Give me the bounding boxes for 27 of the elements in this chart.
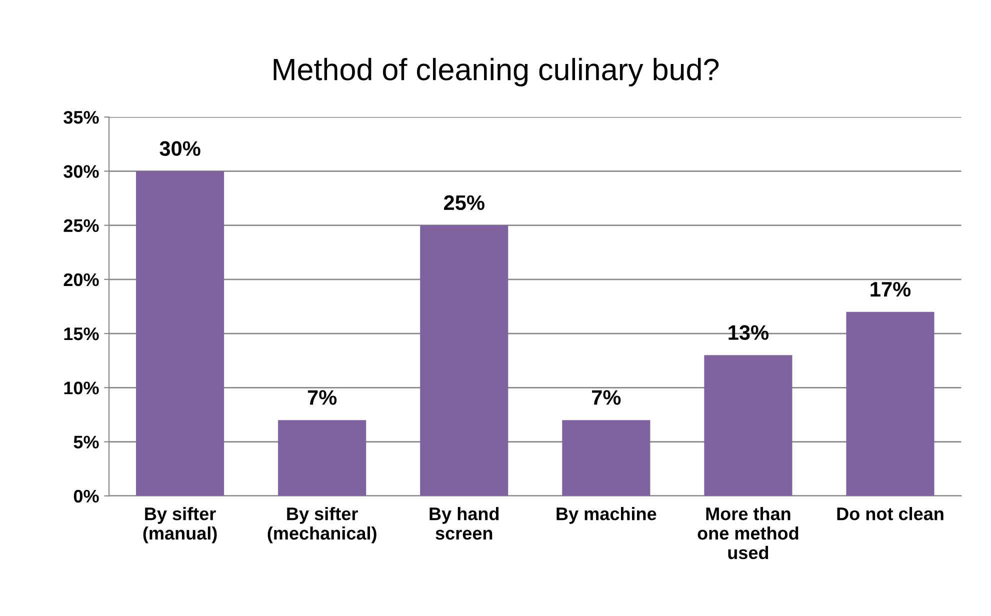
data-label: 7% — [592, 390, 621, 405]
y-tick-label: 5% — [74, 436, 99, 448]
data-label: 7% — [308, 390, 337, 405]
bar — [846, 312, 934, 496]
x-tick-label: By sifter (mechanical) — [268, 506, 376, 544]
x-tick-label: More than one method used — [698, 506, 798, 560]
bar — [704, 355, 792, 496]
y-tick-label: 0% — [74, 490, 99, 503]
data-label: 30% — [160, 141, 200, 156]
bar — [420, 225, 508, 496]
x-tick-label: By sifter (manual) — [143, 506, 217, 544]
data-label: 13% — [728, 325, 769, 340]
y-tick-label: 15% — [64, 328, 99, 340]
y-tick-label: 30% — [64, 165, 99, 178]
chart-title: Method of cleaning culinary bud? — [274, 58, 719, 86]
y-tick-label: 25% — [64, 219, 99, 232]
bar — [136, 171, 224, 496]
data-label: 17% — [870, 282, 911, 297]
y-tick-label: 10% — [64, 382, 99, 394]
y-tick-label: 35% — [64, 110, 99, 124]
bar — [278, 420, 366, 496]
x-tick-label: Do not clean — [837, 506, 944, 520]
y-tick-label: 20% — [64, 273, 99, 286]
x-tick-label: By hand screen — [430, 506, 499, 540]
data-label: 25% — [444, 195, 484, 210]
bar — [562, 420, 650, 496]
x-tick-label: By machine — [556, 506, 656, 524]
